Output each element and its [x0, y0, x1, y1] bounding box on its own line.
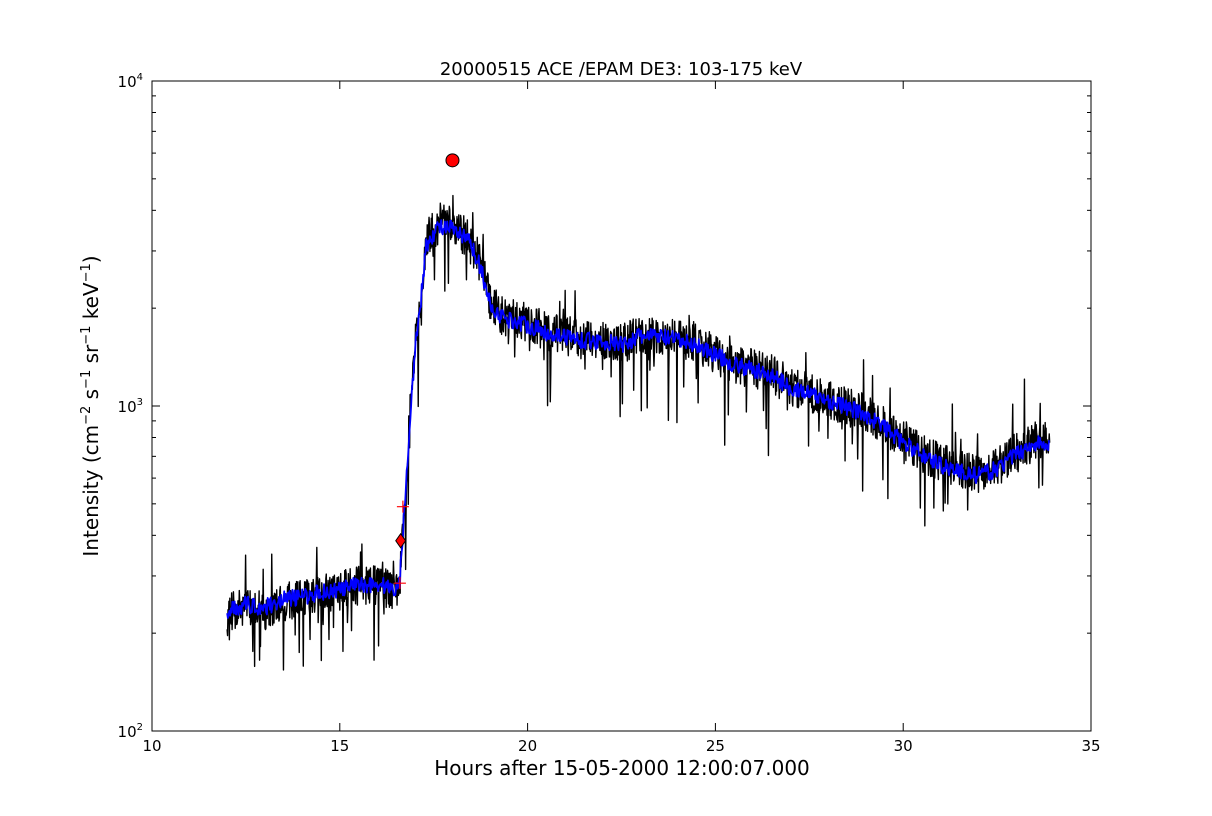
plot-area — [226, 153, 1051, 671]
x-tick-label: 20 — [518, 737, 537, 755]
marker-plus-upper — [396, 500, 409, 513]
axis-ticks: 10 15 20 25 30 35 102 103 104 — [118, 72, 1101, 755]
marker-plus-lower — [393, 577, 406, 590]
y-axis-label: Intensity (cm−2 s−1 sr−1 keV−1) — [79, 255, 103, 556]
y-label-mid-2: sr — [79, 344, 103, 370]
y-axis-label-group: Intensity (cm−2 s−1 sr−1 keV−1) — [79, 255, 103, 556]
x-tick-label: 15 — [330, 737, 349, 755]
y-label-sup-3: −1 — [79, 326, 94, 345]
y-label-main: Intensity (cm — [79, 425, 103, 557]
y-label-end: ) — [79, 255, 103, 263]
y-label-sup-1: −2 — [79, 406, 94, 425]
marker-onset-diamond — [395, 532, 407, 549]
series-line-smoothed — [226, 219, 1050, 619]
y-tick-label: 104 — [118, 72, 143, 91]
x-axis-label: Hours after 15-05-2000 12:00:07.000 — [434, 756, 810, 780]
chart-title: 20000515 ACE /EPAM DE3: 103-175 keV — [440, 59, 803, 80]
series-line-raw — [226, 194, 1051, 671]
y-label-sup-2: −1 — [79, 370, 94, 389]
x-tick-label: 30 — [894, 737, 913, 755]
x-tick-label: 35 — [1081, 737, 1100, 755]
marker-peak-circle — [445, 153, 460, 168]
y-tick-label: 102 — [118, 722, 143, 741]
x-tick-label: 25 — [706, 737, 725, 755]
y-label-mid-1: s — [79, 389, 103, 406]
x-tick-label: 10 — [142, 737, 161, 755]
plot-frame — [151, 80, 1092, 732]
y-label-mid-3: keV — [79, 282, 103, 326]
y-tick-label: 103 — [118, 397, 143, 416]
y-label-sup-4: −1 — [79, 263, 94, 282]
